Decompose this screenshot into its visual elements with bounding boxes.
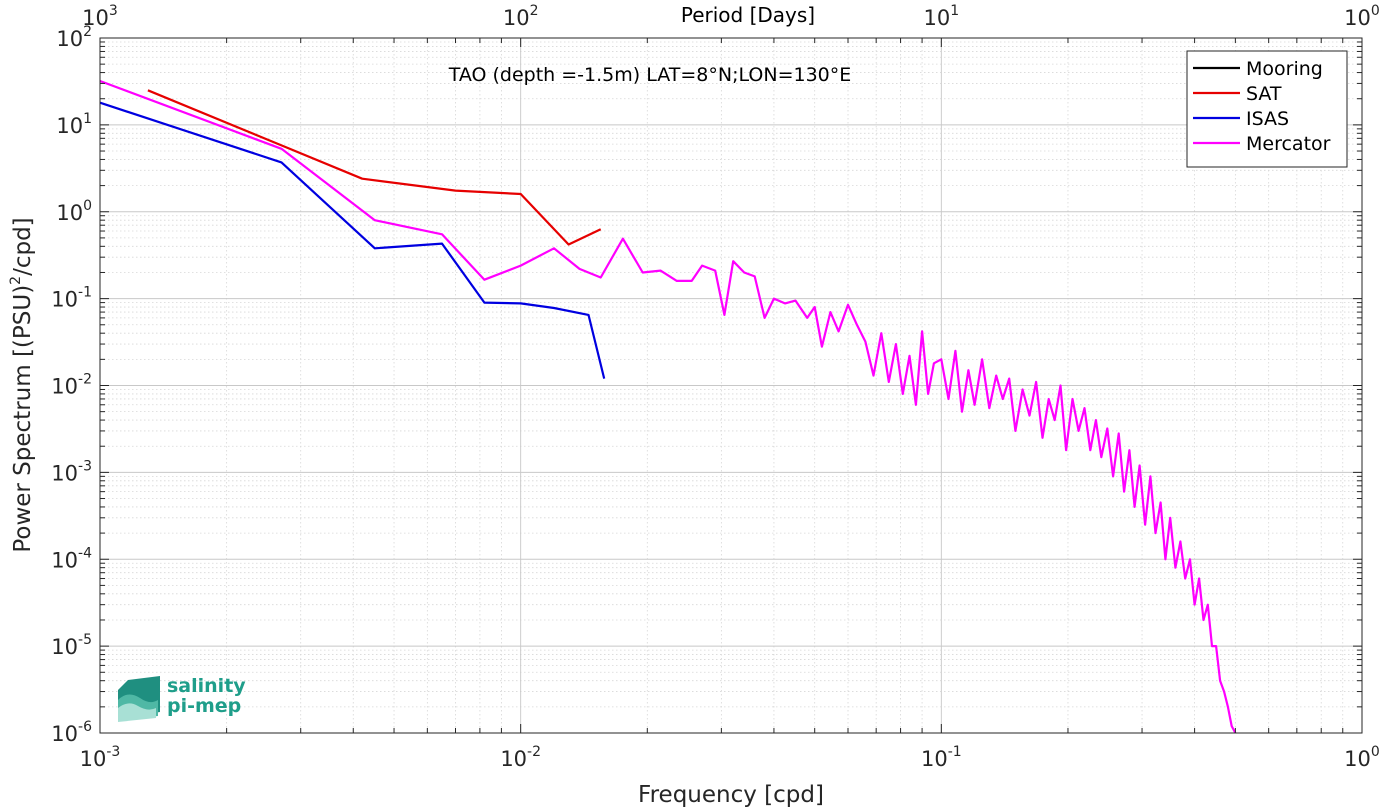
top-tick-label-exponent: 0: [1371, 3, 1380, 19]
x-tick-label-base: 10: [921, 747, 948, 771]
top-tick-label: 101: [924, 3, 960, 30]
x-tick-label: 10-3: [80, 744, 121, 771]
legend-label-mooring: Mooring: [1246, 58, 1323, 80]
y-tick-label-exponent: 2: [83, 24, 92, 40]
legend-label-isas: ISAS: [1246, 108, 1289, 130]
x-tick-label-base: 10: [500, 747, 527, 771]
y-tick-label-base: 10: [51, 461, 78, 485]
y-axis-label-exponent: 2: [8, 276, 24, 285]
series-line-mercator: [99, 79, 1237, 734]
x-tick-label-exponent: -3: [106, 744, 120, 760]
y-tick-label-exponent: -6: [78, 719, 92, 735]
y-tick-label-exponent: -2: [78, 372, 92, 388]
x-tick-label: 10-1: [921, 744, 962, 771]
y-axis-label: Power Spectrum [(PSU)2/cpd]: [8, 217, 36, 552]
x-tick-label-exponent: -1: [948, 744, 962, 760]
series-layer: [99, 79, 1237, 734]
top-tick-label-base: 10: [503, 6, 530, 30]
x-tick-label-exponent: -2: [527, 744, 541, 760]
series-line-isas: [99, 101, 606, 379]
top-tick-label-base: 10: [924, 6, 951, 30]
y-tick-label-exponent: 0: [83, 198, 92, 214]
y-tick-label-base: 10: [51, 288, 78, 312]
y-tick-label-exponent: -4: [78, 545, 92, 561]
y-tick-label-exponent: 1: [83, 111, 92, 127]
logo-text-line2: pi-mep: [167, 695, 241, 717]
y-axis-label-unit: /cpd]: [10, 217, 36, 276]
y-tick-label: 10-4: [51, 545, 92, 572]
salinity-pi-mep-logo: salinity pi-mep: [118, 675, 246, 722]
x-tick-label: 10-2: [500, 744, 541, 771]
top-tick-label-exponent: 1: [950, 3, 959, 19]
y-tick-label-base: 10: [51, 635, 78, 659]
y-tick-label: 10-3: [51, 458, 92, 485]
top-tick-label-exponent: 3: [109, 3, 118, 19]
y-tick-label-base: 10: [51, 548, 78, 572]
x-tick-label-exponent: 0: [1371, 744, 1380, 760]
y-tick-label-exponent: -1: [78, 285, 92, 301]
top-axis-label: Period [Days]: [681, 3, 815, 27]
legend-box: [1186, 50, 1348, 168]
y-axis-label-main: Power Spectrum [(PSU): [10, 285, 36, 553]
y-tick-label-exponent: -3: [78, 458, 92, 474]
y-tick-label-base: 10: [51, 375, 78, 399]
y-tick-label: 10-6: [51, 719, 92, 746]
x-tick-label: 100: [1344, 744, 1380, 771]
y-tick-label-base: 10: [56, 27, 83, 51]
chart-annotation: TAO (depth =-1.5m) LAT=8°N;LON=130°E: [448, 64, 852, 86]
y-tick-label: 10-2: [51, 372, 92, 399]
top-tick-label: 102: [503, 3, 539, 30]
y-tick-label-exponent: -5: [78, 632, 92, 648]
top-tick-label-base: 10: [82, 6, 109, 30]
top-tick-label: 100: [1344, 3, 1380, 30]
y-tick-label: 10-5: [51, 632, 92, 659]
axis-ticks: [99, 37, 1363, 734]
y-tick-label: 10-1: [51, 285, 92, 312]
y-tick-label-base: 10: [56, 114, 83, 138]
top-tick-label-exponent: 2: [530, 3, 539, 19]
wave-logo-icon: [118, 676, 160, 722]
top-tick-label-base: 10: [1344, 6, 1371, 30]
x-axis-label: Frequency [cpd]: [638, 782, 824, 808]
y-tick-label: 102: [56, 24, 92, 51]
logo-text-line1: salinity: [167, 675, 246, 697]
legend: Mooring SAT ISAS Mercator: [1186, 50, 1348, 168]
legend-label-mercator: Mercator: [1246, 133, 1331, 155]
top-tick-label: 103: [82, 3, 118, 30]
y-tick-label-base: 10: [51, 722, 78, 746]
y-tick-label: 101: [56, 111, 92, 138]
legend-label-sat: SAT: [1246, 83, 1282, 105]
y-tick-label-base: 10: [56, 201, 83, 225]
y-tick-label: 100: [56, 198, 92, 225]
x-tick-label-base: 10: [80, 747, 107, 771]
series-line-sat: [147, 89, 602, 246]
x-tick-label-base: 10: [1344, 747, 1371, 771]
